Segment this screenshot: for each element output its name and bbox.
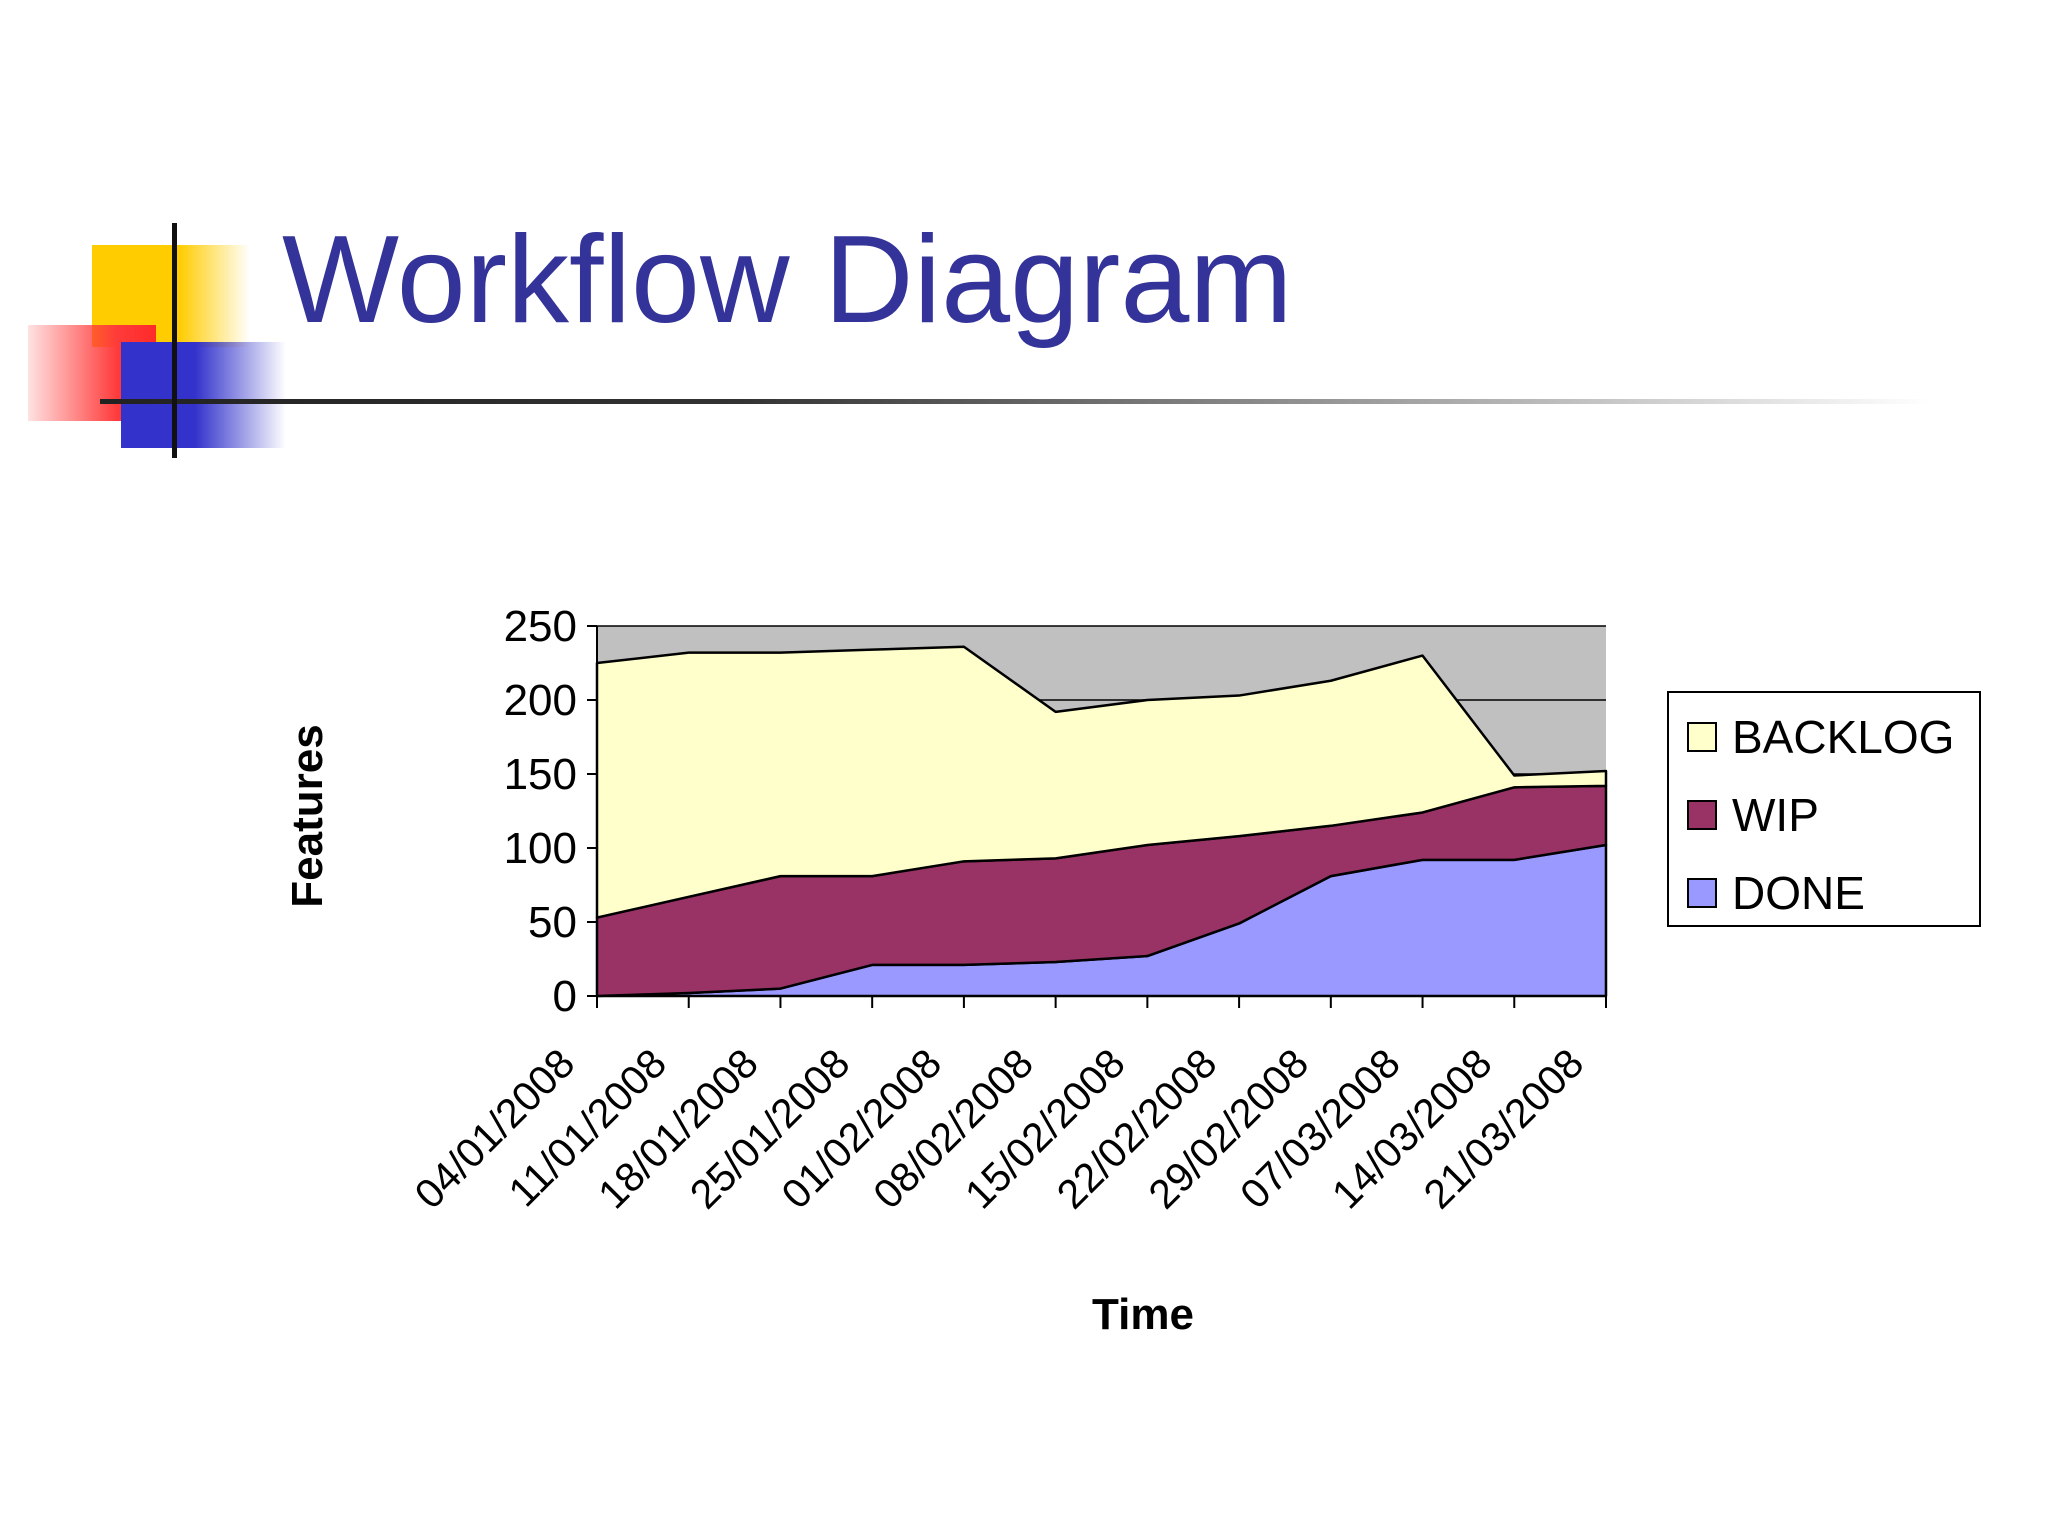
axes — [587, 625, 1607, 1008]
decor-vertical-line — [172, 223, 177, 458]
y-tick-labels: 0 50 100 150 200 250 — [504, 602, 577, 1021]
y-tick-label: 250 — [504, 602, 577, 651]
legend-label-done: DONE — [1732, 867, 1865, 919]
title-underline — [100, 399, 1930, 404]
y-tick-label: 200 — [504, 676, 577, 725]
x-axis-title: Time — [1092, 1290, 1194, 1339]
area-backlog — [595, 645, 1608, 919]
decor-blue-square — [121, 342, 286, 448]
y-axis-title: Features — [283, 724, 332, 907]
legend-swatch-backlog — [1687, 722, 1717, 752]
legend-label-wip: WIP — [1732, 789, 1819, 841]
y-tick-label: 150 — [504, 750, 577, 799]
y-tick-label: 50 — [528, 898, 577, 947]
legend-swatch-done — [1687, 878, 1717, 908]
legend-label-backlog: BACKLOG — [1732, 711, 1954, 763]
x-tick-labels: 04/01/200811/01/200818/01/200825/01/2008… — [406, 1040, 1593, 1218]
y-tick-label: 100 — [504, 824, 577, 873]
y-tick-label: 0 — [553, 972, 577, 1021]
slide-title: Workflow Diagram — [282, 211, 1293, 349]
legend-box — [1667, 691, 1981, 927]
legend: BACKLOG WIP DONE — [1667, 691, 1981, 927]
legend-swatch-wip — [1687, 800, 1717, 830]
area-series — [595, 645, 1608, 998]
